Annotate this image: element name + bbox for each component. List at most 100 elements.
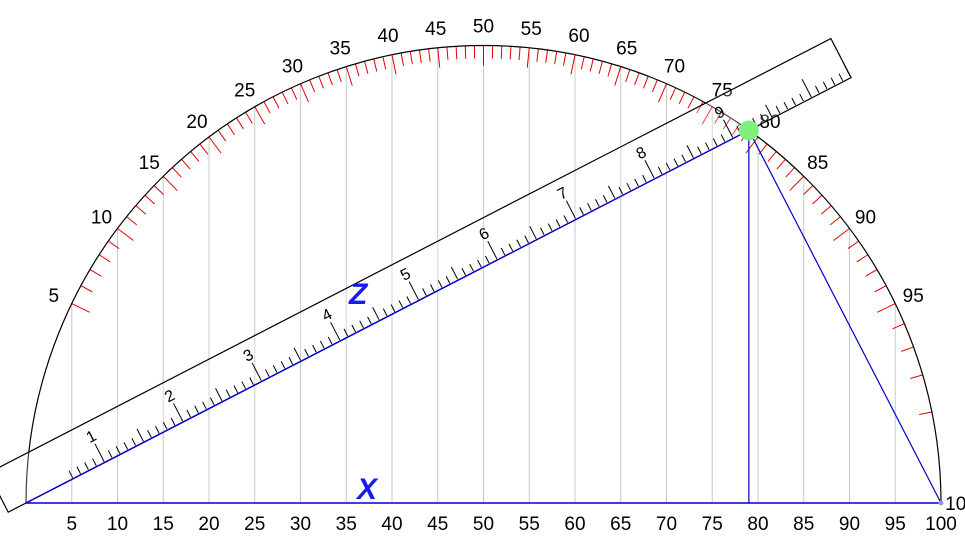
arc-tick [355,64,359,76]
arc-tick [154,186,163,195]
arc-tick [571,55,575,75]
arc-tick [227,124,234,135]
x-axis-label: 90 [839,514,860,535]
arc-tick [564,53,566,66]
arc-tick [919,412,932,415]
x-variable-label: X [355,473,379,506]
x-axis-label: 75 [702,514,723,535]
intersection-point[interactable] [739,120,759,140]
x-axis-label: 95 [885,514,906,535]
arc-label: 35 [330,38,351,59]
arc-label: 45 [425,19,446,40]
arc-tick [670,88,675,100]
arc-tick [866,270,877,277]
arc-tick [626,70,630,82]
arc-tick [136,206,146,214]
arc-tick [172,168,181,178]
arc-tick [163,176,177,190]
arc-label: 95 [903,286,924,307]
arc-tick [429,49,431,62]
arc-tick [145,195,155,204]
arc-tick [768,151,776,161]
x-axis-label: 70 [656,514,677,535]
end-point [939,501,944,506]
x-axis-label: 15 [153,514,174,535]
arc-tick [255,107,265,124]
arc-label: 55 [521,19,542,40]
arc-tick [892,324,904,329]
arc-label: 20 [186,112,207,133]
arc-tick [581,57,584,70]
arc-tick [319,76,324,88]
arc-label: 30 [282,56,303,77]
arc-tick [537,49,539,62]
arc-tick [273,97,279,109]
x-axis-label: 55 [519,514,540,535]
arc-tick [401,53,403,66]
arc-tick [652,80,657,92]
x-axis-label: 20 [198,514,219,535]
arc-label: 5 [48,286,59,307]
x-axis-label: 10 [107,514,128,535]
z-variable-label: Z [348,278,369,311]
arc-tick [218,130,226,141]
chord-segment [749,130,941,503]
arc-tick [72,304,90,313]
arc-tick [90,270,101,277]
arc-tick [555,51,557,64]
arc-label: 90 [855,208,876,229]
arc-label: 60 [568,26,589,47]
arc-tick [337,70,341,82]
arc-tick [615,67,621,86]
arc-tick [644,76,649,88]
arc-tick [301,84,309,102]
arc-tick [546,50,548,63]
x-axis-label: 30 [290,514,311,535]
arc-tick [590,59,593,72]
arc-tick [910,375,922,379]
arc-tick [99,255,110,262]
arc-tick [118,229,134,241]
arc-tick [182,159,191,169]
arc-tick [679,92,685,104]
arc-tick [804,186,813,195]
arc-tick [383,57,386,70]
x-axis-label: 35 [336,514,357,535]
arc-tick [191,151,199,161]
arc-tick [392,55,396,75]
x-axis-label: 80 [747,514,768,535]
arc-label: 25 [234,80,255,101]
arc-tick [328,73,332,85]
arc-label: 40 [377,26,398,47]
arc-tick [501,46,502,59]
arc-tick [790,176,804,190]
arc-tick [291,88,296,100]
arc-tick [365,61,368,74]
arc-tick [821,206,831,214]
x-axis-label: 5 [66,514,77,535]
arc-tick [310,80,315,92]
x-axis-label: 25 [244,514,265,535]
arc-tick [877,304,895,313]
x-axis-label: 85 [793,514,814,535]
arc-label: 10 [91,208,112,229]
arc-label: 65 [616,38,637,59]
arc-tick [901,347,913,351]
arc-label: 50 [473,17,494,38]
arc-tick [786,168,795,178]
arc-tick [456,46,457,59]
arc-tick [812,195,822,204]
arc-label: 100 [945,494,965,515]
arc-tick [599,61,602,74]
arc-tick [264,102,270,113]
arc-tick [81,286,92,292]
arc-tick [282,92,288,104]
arc-tick [688,97,694,109]
arc-tick [608,64,612,76]
